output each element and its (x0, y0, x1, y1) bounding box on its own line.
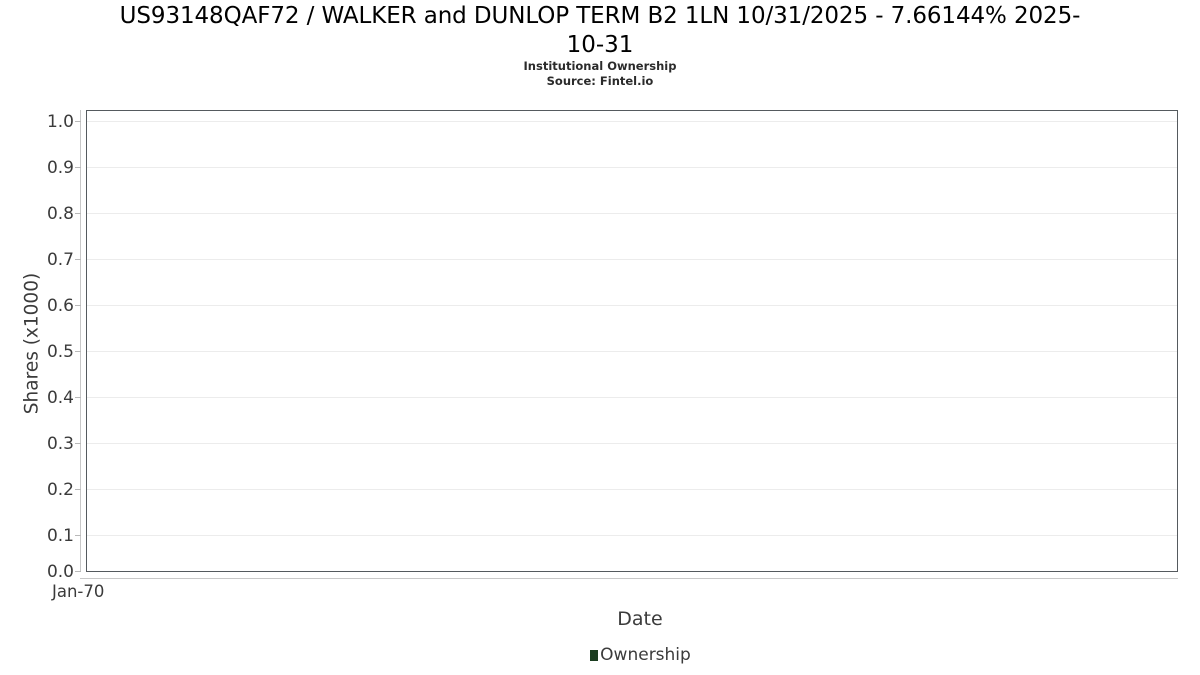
y-tick-mark (75, 351, 81, 352)
y-tick-label-1.0: 1.0 (46, 112, 74, 132)
y-tick-label-0.4: 0.4 (46, 388, 74, 408)
chart-source: Source: Fintel.io (546, 74, 654, 88)
y-tick-label-0.9: 0.9 (46, 158, 74, 178)
gridline (87, 305, 1177, 306)
y-tick-mark (75, 571, 81, 572)
y-tick-mark (75, 167, 81, 168)
gridline (87, 489, 1177, 490)
x-axis-spine (80, 578, 1178, 579)
y-tick-label-0.2: 0.2 (46, 480, 74, 500)
gridline (87, 351, 1177, 352)
y-tick-label-0.0: 0.0 (46, 562, 74, 582)
x-axis-title: Date (617, 608, 663, 630)
legend-item-ownership[interactable]: Ownership (590, 647, 691, 664)
y-tick-mark (75, 259, 81, 260)
chart-subtitle: Institutional Ownership (523, 59, 677, 73)
y-tick-label-0.3: 0.3 (46, 434, 74, 454)
y-tick-mark (75, 443, 81, 444)
gridline (87, 443, 1177, 444)
y-axis-spine (80, 110, 81, 572)
y-tick-label-0.5: 0.5 (46, 342, 74, 362)
chart-legend: Ownership (0, 647, 1200, 664)
plot-area[interactable] (86, 110, 1178, 572)
y-tick-label-0.1: 0.1 (46, 526, 74, 546)
x-tick-label-jan-70: Jan-70 (52, 582, 105, 601)
gridline (87, 535, 1177, 536)
gridline (87, 259, 1177, 260)
legend-item-label: Ownership (600, 645, 691, 665)
gridline (87, 167, 1177, 168)
page-title: US93148QAF72 / WALKER and DUNLOP TERM B2… (119, 3, 1081, 29)
y-tick-mark (75, 535, 81, 536)
y-tick-mark (75, 305, 81, 306)
y-tick-mark (75, 213, 81, 214)
gridline (87, 397, 1177, 398)
y-tick-mark (75, 489, 81, 490)
y-tick-mark (75, 397, 81, 398)
legend-swatch-icon (590, 650, 599, 661)
gridline (87, 121, 1177, 122)
page-title-line2: 10-31 (566, 32, 634, 58)
y-tick-label-0.7: 0.7 (46, 250, 74, 270)
y-tick-label-0.8: 0.8 (46, 204, 74, 224)
y-tick-label-0.6: 0.6 (46, 296, 74, 316)
chart-title-block: US93148QAF72 / WALKER and DUNLOP TERM B2… (0, 0, 1200, 89)
gridline (87, 213, 1177, 214)
y-tick-mark (75, 121, 81, 122)
